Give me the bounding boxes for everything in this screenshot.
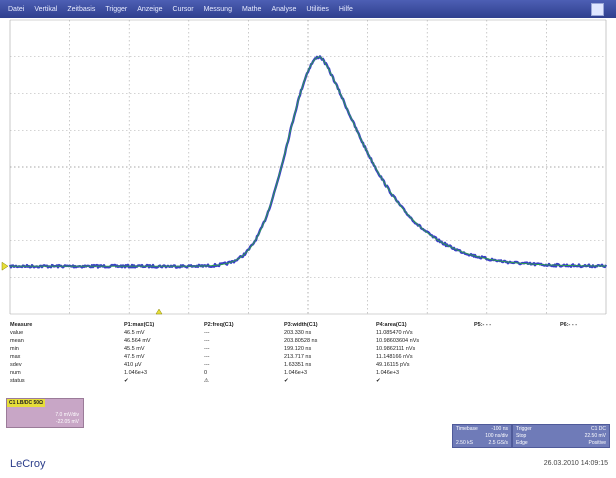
menu-item-vertikal[interactable]: Vertikal [34,5,58,13]
trigger-edge: Edge [516,440,528,446]
measure-cell[interactable]: 10.9862111 nVs [376,346,416,352]
measure-row: value 46.5 mV --- 203.330 ns 11.085470 nVs [0,330,616,337]
measure-label: mean [10,338,24,344]
measure-cell[interactable]: P5:- - - [474,322,492,328]
trigger-channel: C1 DC [590,426,606,432]
timebase-srate: 2.5 GS/s [488,440,508,446]
waveform-display [0,18,616,320]
measure-cell[interactable]: --- [204,346,210,352]
menu-item-mathe[interactable]: Mathe [241,5,262,13]
menu-item-datei[interactable]: Datei [8,5,25,13]
trigger-position-icon [155,308,163,315]
measure-cell[interactable]: 1.046e+3 [124,370,148,376]
measure-cell[interactable]: 11.085470 nVs [376,330,413,336]
measure-cell[interactable]: 1.046e+3 [284,370,308,376]
menu-item-anzeige[interactable]: Anzeige [137,5,163,13]
measure-cell[interactable]: P3:width(C1) [284,322,318,328]
measure-label: Measure [10,322,33,328]
trigger-level: 22.50 mV [584,433,606,439]
measurement-table: Measure P1:max(C1) P2:freq(C1) P3:width(C1)… [0,322,616,394]
measure-cell[interactable]: 10.98603604 nVs [376,338,420,344]
channel-tag: C1 LB/DC 50Ω [7,399,45,407]
measure-cell[interactable]: --- [204,354,210,360]
measure-cell[interactable]: ✔ [284,378,289,384]
timebase-tdiv: 100 ns/div [485,433,508,439]
menu-item-zeitbasis[interactable]: Zeitbasis [67,5,96,13]
measure-cell[interactable]: ✔ [376,378,381,384]
measure-cell[interactable]: ⚠ [204,378,209,384]
measure-cell[interactable]: 0 [204,370,208,376]
measure-row: mean 46.564 mV --- 203.80528 ns 10.98603604 … [0,338,616,345]
measure-row: min 45.5 mV --- 199.120 ns 10.9862111 nVs [0,346,616,353]
timebase-points: 2.50 kS [456,440,473,446]
measure-label: sdev [10,362,22,368]
timebase-descriptor[interactable]: Timebase -100 ns 100 ns/div 2.50 kS 2.5 … [452,424,512,448]
measure-cell[interactable]: 11.148166 nVs [376,354,413,360]
measure-label: num [10,370,21,376]
measure-cell[interactable]: --- [204,362,210,368]
measure-cell[interactable]: ✔ [124,378,129,384]
menu-item-trigger[interactable]: Trigger [105,5,128,13]
measure-row: num 1.046e+3 0 1.046e+3 1.046e+3 [0,370,616,377]
channel-offset: -22.05 mV [55,419,79,425]
brand-logo: LeCroy [10,458,46,470]
trigger-label: Trigger [516,426,532,432]
measure-label: value [10,330,24,336]
measure-cell[interactable]: P1:max(C1) [124,322,155,328]
channel-descriptor[interactable]: C1 LB/DC 50Ω 7.0 mV/div -22.05 mV [6,398,84,428]
timebase-delay: -100 ns [491,426,508,432]
measure-cell[interactable]: 45.5 mV [124,346,145,352]
measure-cell[interactable]: 199.120 ns [284,346,312,352]
menu-item-utilities[interactable]: Utilities [306,5,329,13]
menu-bar: Datei Vertikal Zeitbasis Trigger Anzeige Curs… [0,0,616,18]
measure-cell[interactable]: 203.80528 ns [284,338,318,344]
measure-cell[interactable]: P6:- - - [560,322,578,328]
measure-cell[interactable]: --- [204,330,210,336]
trigger-stop: Stop [516,433,527,439]
measure-label: min [10,346,19,352]
window-icon[interactable] [591,3,604,16]
timebase-label: Timebase [456,426,478,432]
channel-volts-div: 7.0 mV/div [55,412,79,418]
ground-marker-icon [1,261,9,271]
measure-cell[interactable]: P2:freq(C1) [204,322,234,328]
menu-item-analyse[interactable]: Analyse [271,5,297,13]
menu-item-hilfe[interactable]: Hilfe [338,5,353,13]
measure-row: max 47.5 mV --- 213.717 ns 11.148166 nVs [0,354,616,361]
fit-curve [10,56,606,267]
trigger-slope: Positive [588,440,606,446]
measure-cell[interactable]: 1.046e+3 [376,370,400,376]
measure-row: status ✔ ⚠ ✔ ✔ [0,378,616,385]
measure-label: status [10,378,25,384]
measure-cell[interactable]: 49.16115 pVs [376,362,410,368]
timestamp: 26.03.2010 14:09:15 [543,460,608,467]
measure-label: max [10,354,21,360]
measure-cell[interactable]: --- [204,338,210,344]
trigger-descriptor[interactable]: Trigger C1 DC Stop 22.50 mV Edge Positiv… [512,424,610,448]
measure-cell[interactable]: 213.717 ns [284,354,312,360]
measure-header-row: Measure P1:max(C1) P2:freq(C1) P3:width(C1)… [0,322,616,329]
measure-cell[interactable]: 47.5 mV [124,354,145,360]
measure-cell[interactable]: 46.564 mV [124,338,151,344]
measure-cell[interactable]: P4:area(C1) [376,322,407,328]
measure-cell[interactable]: 410 µV [124,362,142,368]
measure-cell[interactable]: 46.5 mV [124,330,145,336]
measure-cell[interactable]: 1.63351 ns [284,362,312,368]
menu-item-messung[interactable]: Messung [203,5,232,13]
menu-item-cursor[interactable]: Cursor [172,5,194,13]
measure-row: sdev 410 µV --- 1.63351 ns 49.16115 pVs [0,362,616,369]
measure-cell[interactable]: 203.330 ns [284,330,312,336]
